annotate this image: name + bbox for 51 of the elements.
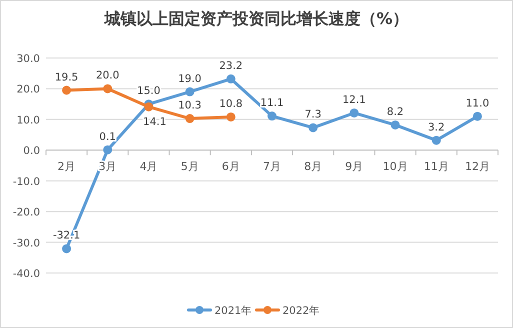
x-tick-label: 12月: [464, 160, 490, 174]
point: [226, 112, 236, 122]
y-tick-label: -10.0: [12, 176, 40, 188]
legend-label: 2021年: [214, 305, 252, 317]
point: [472, 112, 482, 121]
data-label: 19.0: [178, 72, 202, 85]
x-tick-label: 11月: [424, 160, 449, 174]
y-tick-label: 30.0: [16, 53, 40, 65]
y-tick-label: -20.0: [12, 206, 40, 219]
point: [350, 108, 359, 118]
data-label: 8.2: [386, 106, 404, 118]
data-label: 11.0: [466, 97, 490, 110]
y-tick-label: -40.0: [12, 268, 40, 280]
y-tick-label: 10.0: [16, 114, 40, 126]
point: [268, 112, 276, 121]
data-label: 10.3: [178, 100, 202, 112]
point: [308, 123, 318, 132]
data-label: 15.0: [137, 85, 160, 98]
data-label: 23.2: [219, 60, 243, 72]
point: [390, 120, 400, 130]
point: [144, 102, 154, 112]
data-label: 11.1: [260, 97, 284, 110]
point: [432, 136, 441, 145]
y-tick-label: 20.0: [16, 84, 40, 96]
data-label: 19.5: [54, 71, 78, 84]
x-tick-label: 2月: [58, 160, 76, 174]
x-tick-label: 7月: [263, 160, 281, 174]
point: [103, 84, 112, 94]
point: [226, 74, 236, 84]
data-label: 0.1: [99, 130, 116, 143]
point: [185, 87, 194, 96]
y-tick-label: 0.0: [23, 145, 40, 158]
data-label: 14.1: [143, 116, 166, 128]
data-label: 7.3: [304, 108, 322, 121]
data-label: 10.8: [219, 98, 243, 110]
data-label: 20.0: [96, 70, 120, 82]
x-tick-label: 10月: [382, 160, 408, 174]
x-tick-label: 6月: [222, 160, 240, 174]
chart-title: 城镇以上固定资产投资同比增长速度（%）: [103, 9, 409, 28]
y-tick-label: -30.0: [12, 237, 40, 250]
point: [62, 244, 72, 254]
x-tick-label: 4月: [140, 160, 158, 174]
data-label: 3.2: [428, 121, 445, 134]
point: [185, 114, 194, 124]
legend-label: 2022年: [282, 305, 320, 317]
point: [62, 86, 72, 95]
data-label: 12.1: [342, 94, 366, 106]
point: [103, 145, 112, 154]
x-tick-label: 9月: [345, 160, 364, 174]
x-tick-label: 8月: [304, 160, 322, 174]
x-tick-label: 5月: [180, 160, 199, 174]
